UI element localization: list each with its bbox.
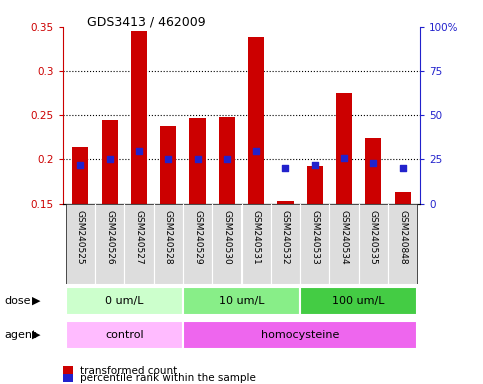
- Text: dose: dose: [5, 296, 31, 306]
- Text: ▶: ▶: [32, 296, 41, 306]
- Text: GSM240529: GSM240529: [193, 210, 202, 265]
- Bar: [395, 192, 411, 204]
- Point: [369, 160, 377, 166]
- Point: [135, 147, 143, 154]
- Bar: [336, 93, 352, 204]
- Bar: [329, 204, 359, 284]
- Bar: [72, 147, 88, 204]
- Bar: [63, 366, 73, 375]
- Point: [194, 156, 201, 162]
- Bar: [189, 118, 206, 204]
- Text: GSM240531: GSM240531: [252, 210, 261, 265]
- Point: [282, 165, 289, 171]
- Text: GSM240848: GSM240848: [398, 210, 407, 265]
- Bar: [183, 321, 417, 349]
- Bar: [101, 120, 118, 204]
- Point: [399, 165, 407, 171]
- Point: [311, 162, 319, 168]
- Point: [106, 156, 114, 162]
- Text: percentile rank within the sample: percentile rank within the sample: [80, 373, 256, 383]
- Point: [340, 154, 348, 161]
- Text: ▶: ▶: [32, 330, 41, 340]
- Bar: [248, 36, 264, 204]
- Text: GSM240535: GSM240535: [369, 210, 378, 265]
- Text: control: control: [105, 330, 143, 340]
- Bar: [154, 204, 183, 284]
- Point: [223, 156, 231, 162]
- Text: GDS3413 / 462009: GDS3413 / 462009: [87, 15, 206, 28]
- Text: GSM240533: GSM240533: [310, 210, 319, 265]
- Bar: [277, 201, 294, 204]
- Bar: [183, 287, 300, 315]
- Text: GSM240526: GSM240526: [105, 210, 114, 265]
- Bar: [131, 31, 147, 204]
- Bar: [242, 204, 271, 284]
- Text: GSM240530: GSM240530: [222, 210, 231, 265]
- Bar: [95, 204, 124, 284]
- Bar: [359, 204, 388, 284]
- Bar: [300, 287, 417, 315]
- Text: 100 um/L: 100 um/L: [332, 296, 385, 306]
- Text: 0 um/L: 0 um/L: [105, 296, 143, 306]
- Bar: [66, 204, 95, 284]
- Text: GSM240525: GSM240525: [76, 210, 85, 265]
- Text: GSM240534: GSM240534: [340, 210, 349, 265]
- Bar: [63, 374, 73, 382]
- Point: [252, 147, 260, 154]
- Text: homocysteine: homocysteine: [261, 330, 339, 340]
- Bar: [66, 321, 183, 349]
- Point: [164, 156, 172, 162]
- Bar: [219, 117, 235, 204]
- Bar: [307, 166, 323, 204]
- Bar: [300, 204, 329, 284]
- Bar: [160, 126, 176, 204]
- Text: transformed count: transformed count: [80, 366, 177, 376]
- Bar: [66, 287, 183, 315]
- Text: GSM240528: GSM240528: [164, 210, 173, 265]
- Bar: [365, 138, 382, 204]
- Text: 10 um/L: 10 um/L: [219, 296, 264, 306]
- Bar: [212, 204, 242, 284]
- Text: GSM240532: GSM240532: [281, 210, 290, 265]
- Bar: [124, 204, 154, 284]
- Text: agent: agent: [5, 330, 37, 340]
- Point: [76, 162, 84, 168]
- Bar: [388, 204, 417, 284]
- Text: GSM240527: GSM240527: [134, 210, 143, 265]
- Bar: [183, 204, 212, 284]
- Bar: [271, 204, 300, 284]
